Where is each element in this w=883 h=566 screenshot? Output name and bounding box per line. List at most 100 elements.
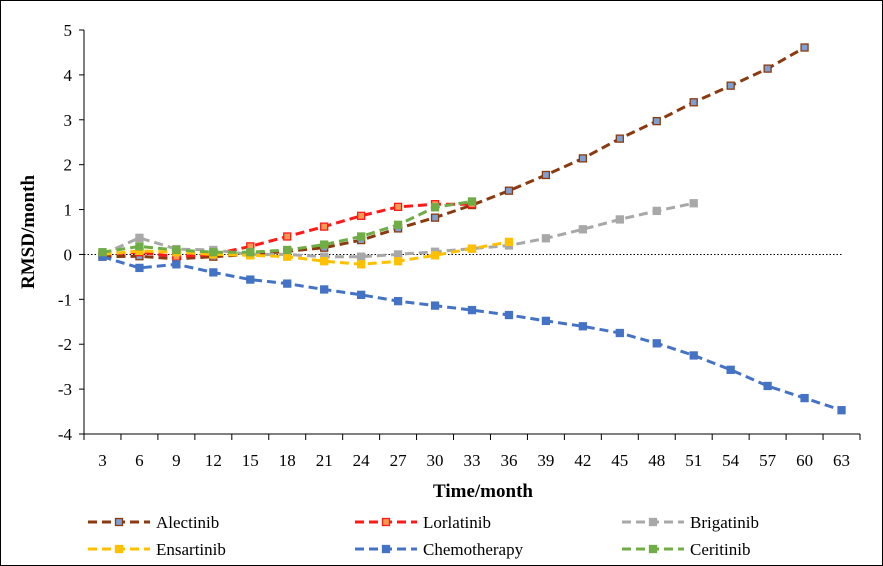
x-tick-label: 6 (135, 451, 144, 470)
data-point (283, 245, 292, 255)
legend-swatch-marker (114, 517, 124, 527)
x-tick-label: 54 (722, 451, 740, 470)
y-tick-label: 0 (64, 245, 73, 264)
data-point (320, 285, 329, 294)
y-axis: -4 -3 -2 -1 0 1 2 3 4 5 (58, 21, 85, 444)
x-tick-label: 51 (685, 451, 702, 470)
x-tick-label: 57 (759, 451, 777, 470)
data-point (504, 310, 514, 320)
y-tick-label: -1 (58, 290, 72, 309)
x-tick-label: 39 (537, 451, 554, 470)
series-ceritinib (98, 197, 477, 257)
legend-label: Chemotherapy (423, 540, 524, 559)
data-point (652, 206, 661, 216)
data-point (209, 248, 218, 257)
legend-swatch-marker (381, 517, 391, 527)
x-tick-label: 42 (574, 451, 591, 470)
data-point (800, 43, 809, 52)
x-tick-label: 27 (390, 451, 408, 470)
x-tick-label: 63 (833, 451, 850, 470)
data-point (578, 322, 588, 331)
x-tick-label: 33 (464, 451, 481, 470)
plot-area (84, 43, 846, 415)
legend-entry: Ensartinib (88, 540, 226, 559)
y-tick-label: 5 (64, 21, 73, 40)
x-tick-label: 36 (500, 451, 517, 470)
series-line (102, 240, 510, 266)
data-point (393, 220, 403, 229)
data-point (172, 260, 181, 269)
data-point (356, 260, 366, 269)
data-point (467, 197, 477, 206)
data-point (356, 211, 366, 220)
data-point (504, 237, 514, 247)
data-point (726, 81, 735, 90)
data-point (689, 199, 698, 208)
data-point (320, 240, 329, 249)
legend-label: Alectinib (156, 513, 219, 532)
y-tick-label: 4 (64, 66, 73, 85)
x-tick-label: 48 (648, 451, 665, 470)
legend-swatch-marker (648, 544, 658, 554)
series-ensartinib (98, 237, 514, 269)
data-point (800, 393, 809, 403)
x-tick-label: 9 (172, 451, 181, 470)
data-point (763, 381, 772, 391)
data-point (283, 232, 292, 241)
data-point (320, 222, 329, 231)
x-tick-label: 30 (427, 451, 444, 470)
data-point (393, 296, 403, 306)
data-point (356, 232, 366, 241)
data-point (615, 328, 624, 338)
x-tick-label: 21 (316, 451, 333, 470)
x-tick-label: 3 (98, 451, 107, 470)
legend-label: Ensartinib (156, 540, 226, 559)
legend-entry: Alectinib (88, 513, 219, 532)
legend-swatch-marker (114, 544, 124, 554)
data-point (504, 186, 514, 195)
data-point (541, 234, 551, 243)
data-point (246, 248, 255, 257)
x-tick-label: 18 (279, 451, 296, 470)
y-tick-label: -2 (58, 335, 72, 354)
series-chemotherapy (98, 252, 846, 415)
data-point (763, 64, 772, 73)
data-point (430, 301, 440, 310)
x-tick-label: 12 (205, 451, 222, 470)
legend-label: Lorlatinib (423, 513, 491, 532)
legend-entry: Lorlatinib (355, 513, 491, 532)
x-tick-label: 60 (796, 451, 813, 470)
y-tick-label: 1 (64, 201, 73, 220)
legend-swatch-marker (381, 544, 391, 554)
data-point (430, 213, 440, 222)
x-tick-label: 15 (242, 451, 259, 470)
data-point (467, 244, 477, 253)
data-point (541, 170, 551, 180)
data-point (246, 275, 255, 284)
y-tick-label: -4 (58, 425, 73, 444)
legend-entry: Chemotherapy (355, 540, 524, 559)
data-point (393, 257, 403, 266)
y-tick-label: 3 (64, 111, 73, 130)
y-tick-label: 2 (64, 156, 73, 175)
data-point (98, 248, 107, 257)
data-point (209, 268, 218, 277)
data-point (393, 202, 403, 212)
legend-label: Brigatinib (690, 513, 759, 532)
data-point (135, 242, 144, 251)
legend-label: Ceritinib (690, 540, 750, 559)
legend-entry: Ceritinib (622, 540, 750, 559)
data-point (430, 203, 440, 212)
data-point (541, 316, 551, 326)
data-point (135, 263, 144, 273)
x-axis-title: Time/month (433, 481, 533, 502)
data-point (172, 245, 181, 255)
data-point (652, 339, 661, 348)
data-point (689, 98, 698, 107)
data-point (320, 257, 329, 266)
data-point (356, 252, 366, 261)
x-tick-label: 24 (353, 451, 371, 470)
legend: Alectinib Lorlatinib Brigatinib Ensartinib C… (88, 513, 759, 559)
